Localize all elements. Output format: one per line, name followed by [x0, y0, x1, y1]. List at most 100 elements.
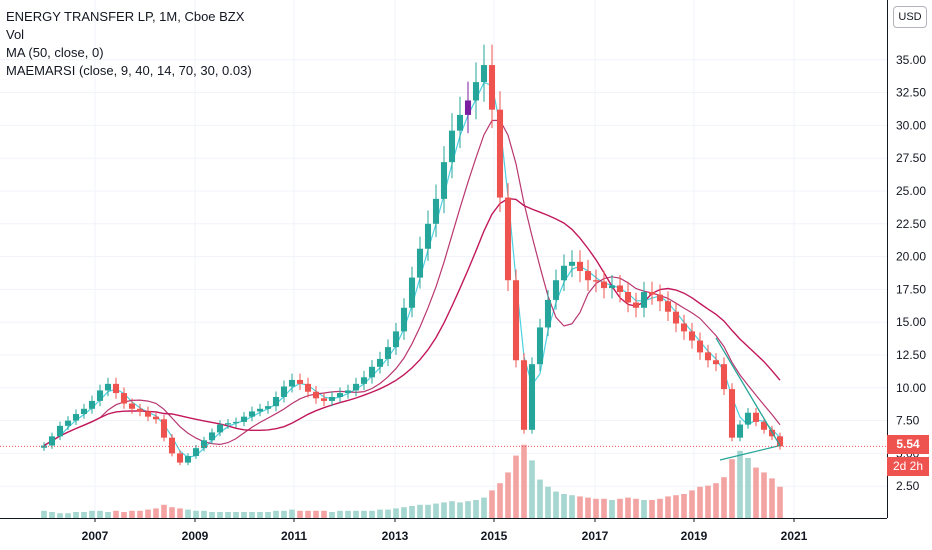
y-tick-label: 15.00	[896, 315, 926, 329]
candle-body	[672, 311, 680, 324]
candle-body	[488, 65, 496, 110]
volume-bar	[97, 510, 103, 518]
candle-body	[248, 411, 256, 417]
candle-body	[312, 391, 320, 399]
candle-body	[704, 352, 712, 361]
volume-bar	[57, 513, 63, 518]
volume-bar	[657, 498, 663, 518]
candle-body	[352, 383, 360, 391]
candle-body	[536, 327, 544, 365]
candle-body	[240, 416, 248, 422]
candle-body	[96, 390, 104, 401]
candle-body	[680, 323, 688, 332]
volume-bar	[601, 498, 607, 518]
candle-body	[64, 420, 72, 426]
volume-bar	[345, 510, 351, 518]
volume-indicator-label[interactable]: Vol	[6, 27, 25, 42]
candle-body	[584, 271, 592, 281]
candle-body	[712, 360, 720, 365]
symbol-title[interactable]: ENERGY TRANSFER LP, 1M, Cboe BZX	[6, 9, 245, 24]
volume-bar	[457, 502, 463, 518]
volume-bar	[593, 498, 599, 518]
candle-body	[640, 292, 648, 308]
price-axis-labels[interactable]: 35.00 32.50 30.00 27.50 25.00 22.50 20.00 17.50…	[896, 53, 926, 493]
x-tick-label: 2009	[182, 529, 209, 543]
candle-body	[272, 396, 280, 407]
candle-body	[152, 416, 160, 420]
candle-body	[576, 261, 584, 272]
candle-body	[696, 340, 704, 353]
volume-bar	[49, 512, 55, 518]
volume-bar	[353, 510, 359, 518]
y-tick-label: 7.50	[896, 414, 920, 428]
volume-bar	[761, 472, 767, 518]
volume-bar	[513, 455, 519, 518]
chart-legend: ENERGY TRANSFER LP, 1M, Cboe BZX Vol MA …	[6, 8, 252, 80]
candle-body	[528, 364, 536, 430]
y-tick-label: 35.00	[896, 53, 926, 67]
candle-body	[744, 412, 752, 425]
candle-body	[592, 280, 600, 282]
candle-body	[128, 403, 136, 409]
bar-countdown-tag: 2d 2h	[887, 457, 929, 476]
volume-bar	[537, 479, 543, 518]
volume-bar	[193, 510, 199, 518]
volume-bar	[209, 512, 215, 518]
candle-body	[432, 198, 440, 224]
volume-bar	[145, 509, 151, 518]
y-tick-label: 10.00	[896, 381, 926, 395]
volume-bar	[753, 467, 759, 518]
volume-bar	[337, 510, 343, 518]
candle-body	[328, 396, 336, 401]
volume-bar	[569, 495, 575, 518]
volume-bar	[241, 512, 247, 518]
candle-body	[168, 437, 176, 454]
candle-body	[280, 386, 288, 397]
volume-bar	[697, 486, 703, 518]
volume-bar	[129, 510, 135, 518]
candle-body	[320, 398, 328, 401]
candle-body	[216, 424, 224, 433]
x-tick-label: 2017	[582, 529, 609, 543]
y-tick-label: 22.50	[896, 217, 926, 231]
volume-bar	[393, 508, 399, 518]
candle-body	[336, 393, 344, 397]
candle-body	[80, 408, 88, 415]
candle-body	[200, 440, 208, 449]
candle-body	[616, 285, 624, 293]
maemarsi-indicator-label[interactable]: MAEMARSI (close, 9, 40, 14, 70, 30, 0.03…	[6, 63, 252, 78]
candle-body	[400, 307, 408, 332]
candle-body	[368, 366, 376, 378]
volume-bar	[609, 500, 615, 518]
volume-bar	[553, 491, 559, 518]
candle-body	[688, 331, 696, 341]
currency-button[interactable]: USD	[893, 6, 927, 28]
volume-bar	[401, 507, 407, 518]
ma-indicator-label[interactable]: MA (50, close, 0)	[6, 45, 104, 60]
volume-bar	[313, 510, 319, 518]
candle-body	[648, 292, 656, 295]
candle-body	[56, 425, 64, 437]
volume-bar	[273, 510, 279, 518]
candlesticks	[40, 44, 784, 466]
volume-bar	[561, 494, 567, 518]
volume-bar	[521, 444, 527, 518]
candle-body	[424, 223, 432, 249]
candle-body	[208, 432, 216, 441]
candle-body	[416, 248, 424, 278]
candle-body	[464, 100, 472, 115]
y-tick-label: 20.00	[896, 250, 926, 264]
volume-bar	[201, 510, 207, 518]
y-tick-label: 30.00	[896, 118, 926, 132]
candle-body	[360, 377, 368, 384]
time-axis-labels[interactable]: 2007 2009 2011 2013 2015 2017 2019 2021	[82, 518, 808, 543]
candle-body	[552, 280, 560, 300]
volume-bar	[321, 510, 327, 518]
volume-bar	[633, 498, 639, 518]
candle-body	[520, 360, 528, 430]
volume-bar	[721, 477, 727, 518]
volume-bar	[417, 504, 423, 518]
candle-body	[504, 197, 512, 281]
y-tick-label: 27.50	[896, 151, 926, 165]
